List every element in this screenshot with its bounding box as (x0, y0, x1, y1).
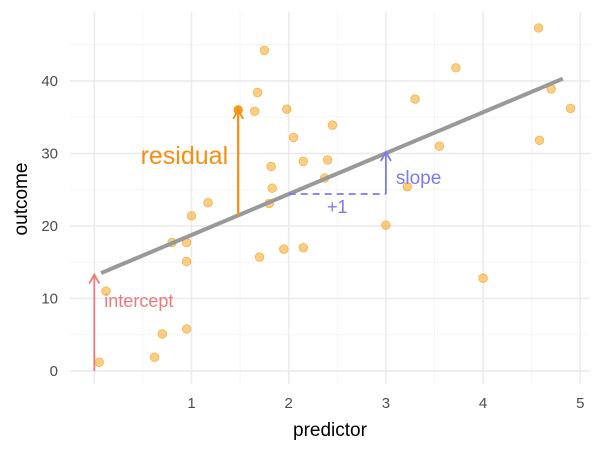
data-point (533, 23, 544, 33)
data-point (186, 211, 197, 221)
intercept-label: intercept (104, 291, 173, 311)
slope-run-label: +1 (327, 197, 348, 217)
data-point (402, 182, 412, 192)
data-point (181, 324, 192, 334)
data-point (279, 244, 289, 254)
y-axis-title: outcome (11, 163, 32, 236)
slope-rise-arrow-head (380, 150, 392, 162)
data-point (298, 242, 308, 253)
x-tick-label: 4 (479, 395, 487, 412)
residual-point (233, 105, 243, 115)
data-point (478, 273, 488, 283)
data-point (282, 104, 292, 114)
y-tick-label: 20 (41, 218, 58, 235)
data-point (322, 155, 333, 165)
tick-labels: 1 2 3 4 5 0 10 20 30 40 (41, 73, 584, 412)
data-point (298, 156, 308, 167)
data-point (267, 183, 277, 193)
intercept-arrow-head (88, 272, 101, 284)
y-tick-label: 40 (41, 73, 58, 90)
data-point (534, 135, 545, 146)
data-point (565, 103, 576, 114)
data-point (434, 141, 445, 151)
data-point (254, 252, 265, 262)
regression-line (100, 76, 564, 275)
data-point (266, 161, 276, 172)
data-point (181, 256, 192, 267)
x-tick-label: 2 (285, 395, 293, 412)
data-point (451, 63, 461, 73)
data-point (94, 357, 104, 367)
data-point (203, 198, 213, 208)
slope-label: slope (396, 168, 441, 189)
x-tick-label: 5 (576, 395, 584, 412)
y-tick-label: 10 (41, 290, 58, 307)
y-tick-label: 30 (41, 145, 58, 162)
data-point (149, 352, 160, 362)
residual-label: residual (141, 142, 229, 170)
data-point (327, 120, 338, 130)
data-point (157, 329, 168, 339)
y-tick-label: 0 (50, 363, 58, 380)
x-tick-label: 3 (382, 395, 390, 412)
x-tick-label: 1 (187, 395, 195, 412)
data-point (381, 220, 391, 230)
data-point (288, 132, 299, 143)
minor-grid (70, 12, 590, 384)
major-grid (70, 12, 590, 384)
annotation-overlays: intercept residual slope +1 (88, 76, 564, 371)
data-point (259, 45, 270, 56)
data-point (249, 106, 260, 117)
data-point (101, 286, 111, 296)
data-point (410, 94, 420, 104)
data-points (94, 23, 576, 367)
data-point (252, 87, 263, 98)
x-axis-title: predictor (293, 420, 368, 441)
